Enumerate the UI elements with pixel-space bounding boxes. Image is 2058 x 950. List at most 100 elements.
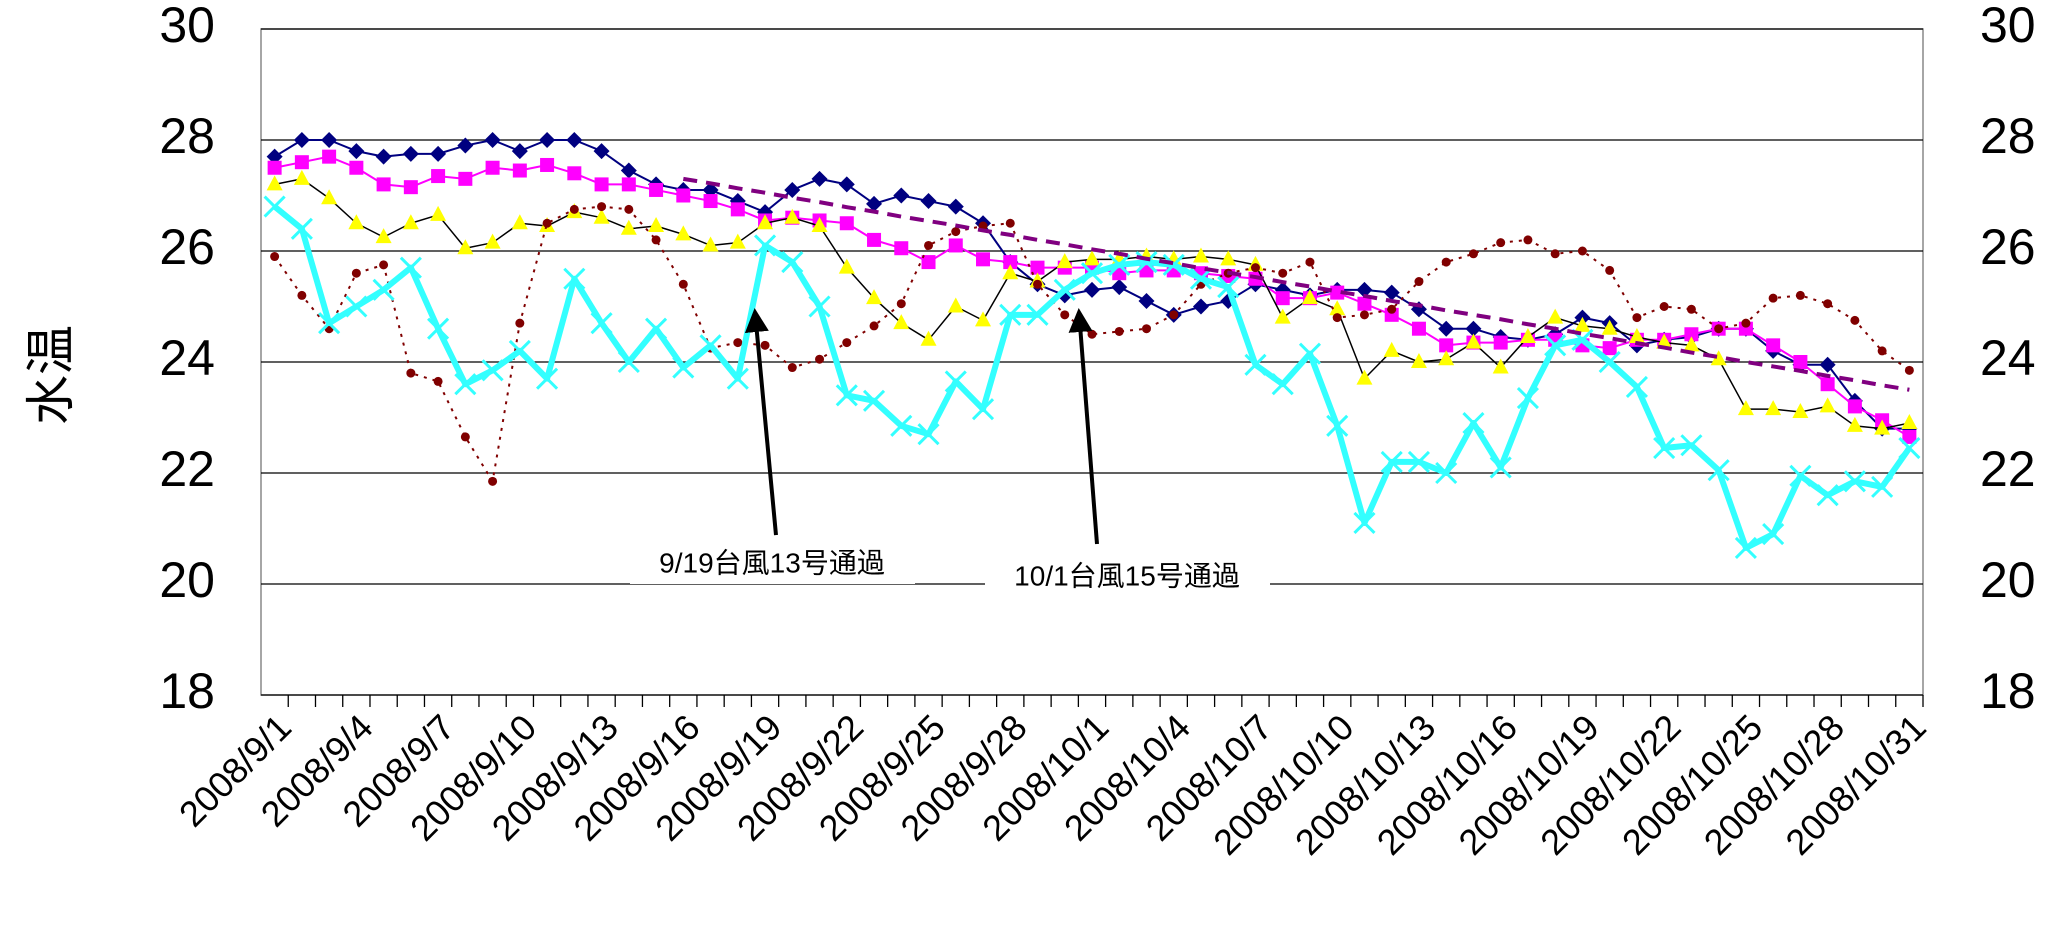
marker-x xyxy=(808,295,831,318)
annotation: 10/1台風15号通過 xyxy=(1014,560,1240,591)
marker-triangle xyxy=(1383,341,1400,357)
marker-x xyxy=(1871,475,1894,498)
marker-circle xyxy=(1904,365,1914,375)
marker-circle xyxy=(760,340,770,350)
marker-square xyxy=(512,163,527,178)
y2-tick-label: 24 xyxy=(1980,330,2036,386)
marker-x xyxy=(617,350,640,374)
marker-circle xyxy=(1686,304,1696,314)
marker-circle xyxy=(379,260,389,270)
marker-x xyxy=(862,389,886,412)
marker-triangle xyxy=(1901,414,1918,430)
marker-circle xyxy=(1768,293,1778,303)
marker-x xyxy=(1435,461,1458,485)
marker-circle xyxy=(433,376,443,386)
marker-x xyxy=(1244,353,1267,376)
marker-triangle xyxy=(1656,333,1673,349)
marker-circle xyxy=(1577,246,1587,256)
marker-x xyxy=(1544,334,1567,357)
marker-x xyxy=(781,251,804,274)
marker-diamond xyxy=(893,187,910,204)
marker-triangle xyxy=(947,297,964,313)
marker-square xyxy=(1030,260,1045,275)
marker-x xyxy=(645,317,668,340)
marker-x xyxy=(454,373,477,396)
marker-circle xyxy=(1278,268,1288,278)
marker-triangle xyxy=(1356,369,1373,385)
marker-diamond xyxy=(348,143,365,160)
marker-square xyxy=(1793,355,1808,369)
marker-square xyxy=(649,182,664,197)
marker-diamond xyxy=(1356,281,1373,298)
marker-x xyxy=(1380,450,1403,473)
marker-triangle xyxy=(593,208,610,224)
marker-circle xyxy=(1714,324,1724,334)
marker-diamond xyxy=(1111,279,1128,296)
marker-square xyxy=(1003,255,1018,270)
marker-x xyxy=(1598,350,1621,374)
marker-diamond xyxy=(484,132,501,148)
marker-circle xyxy=(1114,326,1124,336)
marker-diamond xyxy=(402,145,419,162)
marker-triangle xyxy=(1056,253,1073,269)
marker-circle xyxy=(1005,218,1015,228)
marker-circle xyxy=(460,432,470,442)
marker-square xyxy=(431,169,446,184)
marker-square xyxy=(376,177,391,192)
y2-tick-label: 26 xyxy=(1980,219,2036,275)
marker-x xyxy=(1462,411,1485,435)
marker-x xyxy=(290,217,313,240)
marker-triangle xyxy=(838,258,855,274)
marker-triangle xyxy=(293,169,310,185)
marker-diamond xyxy=(293,132,310,148)
marker-x xyxy=(1298,342,1322,365)
marker-triangle xyxy=(511,214,528,230)
marker-circle xyxy=(951,227,961,237)
marker-square xyxy=(894,241,909,256)
marker-x xyxy=(427,317,450,340)
marker-square xyxy=(567,166,582,181)
marker-x xyxy=(890,414,913,437)
marker-circle xyxy=(1496,238,1506,248)
marker-x xyxy=(1789,464,1812,487)
marker-x xyxy=(399,256,422,279)
marker-triangle xyxy=(1084,250,1100,266)
marker-circle xyxy=(1087,329,1097,339)
marker-x xyxy=(726,367,749,390)
marker-circle xyxy=(924,240,934,250)
annotation: 9/19台風13号通過 xyxy=(659,547,885,578)
marker-circle xyxy=(815,354,825,364)
marker-triangle xyxy=(1192,247,1209,263)
marker-square xyxy=(921,255,936,270)
marker-triangle xyxy=(1574,316,1591,332)
marker-diamond xyxy=(511,143,528,160)
y-tick-label: 30 xyxy=(159,0,215,53)
marker-triangle xyxy=(1220,250,1237,266)
marker-triangle xyxy=(1628,328,1645,344)
marker-triangle xyxy=(1846,416,1863,432)
y2-tick-label: 20 xyxy=(1980,552,2036,608)
marker-x xyxy=(1843,470,1866,493)
marker-circle xyxy=(515,318,525,328)
marker-x xyxy=(1189,267,1213,290)
marker-circle xyxy=(351,268,361,278)
marker-diamond xyxy=(593,143,610,160)
marker-diamond xyxy=(1383,284,1400,301)
marker-square xyxy=(839,216,854,231)
marker-circle xyxy=(1169,310,1179,320)
marker-triangle xyxy=(811,217,828,233)
marker-circle xyxy=(787,363,797,373)
marker-square xyxy=(403,180,418,195)
marker-circle xyxy=(1632,313,1642,323)
marker-square xyxy=(1602,341,1617,356)
marker-x xyxy=(372,278,395,301)
y2-tick-label: 22 xyxy=(1980,441,2036,497)
marker-x xyxy=(753,234,777,257)
marker-circle xyxy=(1033,279,1043,289)
grid xyxy=(261,28,1924,707)
marker-x xyxy=(917,423,940,446)
marker-x xyxy=(536,367,559,390)
annotation-arrow xyxy=(1068,308,1099,545)
marker-triangle xyxy=(1329,300,1346,316)
